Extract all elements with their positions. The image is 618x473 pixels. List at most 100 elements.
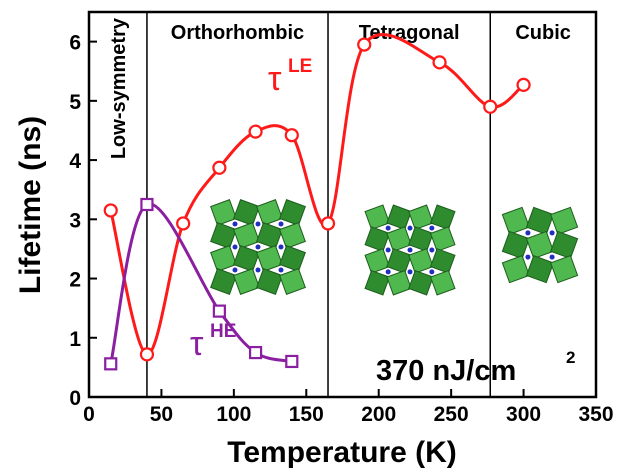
octahedron (431, 205, 455, 229)
atom (408, 226, 413, 231)
octahedron (409, 205, 433, 229)
phase-label: Cubic (515, 22, 571, 44)
series-label: τ (268, 60, 282, 98)
x-tick-label: 150 (289, 403, 324, 426)
atom (429, 226, 434, 231)
octahedron (502, 256, 529, 283)
atom (386, 269, 391, 274)
x-tick-label: 50 (150, 403, 173, 426)
phase-label: Orthorhombic (171, 22, 304, 44)
atom (550, 255, 555, 260)
point-marker (484, 101, 496, 113)
octahedron (257, 269, 283, 295)
octahedron (365, 205, 389, 229)
octahedron (257, 246, 283, 272)
atom (429, 269, 434, 274)
octahedron (211, 223, 237, 249)
octahedron (527, 207, 554, 234)
atom (386, 248, 391, 253)
y-tick-label: 5 (69, 91, 81, 114)
y-tick-label: 1 (69, 328, 81, 351)
y-tick-label: 6 (69, 32, 81, 55)
x-tick-label: 250 (434, 403, 469, 426)
phase-label: Low-symmetry (108, 17, 130, 159)
point-marker (434, 56, 446, 68)
octahedron (387, 271, 411, 295)
octahedron (234, 269, 260, 295)
octahedron (527, 232, 554, 259)
point-marker (518, 79, 530, 91)
phase-label: Tetragonal (359, 22, 460, 44)
octahedron (502, 232, 529, 259)
point-marker (214, 306, 225, 317)
atom (550, 230, 555, 235)
point-marker (213, 162, 225, 174)
atom (386, 226, 391, 231)
atom (233, 245, 238, 250)
y-tick-label: 2 (69, 269, 81, 292)
octahedron (257, 223, 283, 249)
octahedron (502, 207, 529, 234)
x-tick-label: 200 (361, 403, 396, 426)
octahedron (409, 227, 433, 251)
atom (525, 230, 530, 235)
octahedron (551, 256, 578, 283)
octahedron (234, 200, 260, 226)
octahedron (409, 271, 433, 295)
point-marker (177, 217, 189, 229)
atom (256, 222, 261, 227)
octahedron (280, 223, 306, 249)
octahedron (551, 232, 578, 259)
atom (408, 269, 413, 274)
plot-frame (89, 12, 596, 397)
octahedron (551, 207, 578, 234)
annotation: 370 nJ/cm (376, 355, 516, 387)
crystal-structure (365, 205, 455, 295)
crystal-structure (211, 200, 306, 295)
x-tick-label: 350 (578, 403, 613, 426)
atom (279, 245, 284, 250)
atom (233, 222, 238, 227)
octahedron (387, 205, 411, 229)
octahedron (234, 246, 260, 272)
point-marker (141, 199, 152, 210)
atom (233, 268, 238, 273)
point-marker (286, 356, 297, 367)
octahedron (387, 227, 411, 251)
series-label: τ (190, 325, 204, 363)
octahedron (431, 271, 455, 295)
y-axis-title: Lifetime (ns) (14, 116, 47, 294)
x-tick-label: 0 (83, 403, 95, 426)
octahedron (280, 200, 306, 226)
y-tick-label: 0 (69, 387, 81, 410)
octahedron (527, 256, 554, 283)
x-axis-title: Temperature (K) (227, 436, 456, 469)
point-marker (105, 204, 117, 216)
series-label-sup: LE (288, 56, 312, 77)
point-marker (250, 347, 261, 358)
atom (429, 248, 434, 253)
atom (256, 245, 261, 250)
octahedron (365, 271, 389, 295)
octahedron (365, 227, 389, 251)
octahedron (409, 249, 433, 273)
octahedron (211, 269, 237, 295)
octahedron (211, 200, 237, 226)
atom (279, 268, 284, 273)
atom (279, 222, 284, 227)
point-marker (286, 129, 298, 141)
point-marker (358, 39, 370, 51)
octahedron (234, 223, 260, 249)
octahedron (280, 269, 306, 295)
series-label-sup: HE (210, 321, 236, 342)
annotation-sup: 2 (566, 348, 575, 367)
atom (525, 255, 530, 260)
octahedron (431, 227, 455, 251)
octahedron (431, 249, 455, 273)
atom (408, 248, 413, 253)
y-tick-label: 4 (69, 150, 81, 173)
octahedron (387, 249, 411, 273)
chart: Temperature (K) Lifetime (ns) 0501001502… (0, 0, 618, 473)
octahedron (280, 246, 306, 272)
point-marker (141, 348, 153, 360)
